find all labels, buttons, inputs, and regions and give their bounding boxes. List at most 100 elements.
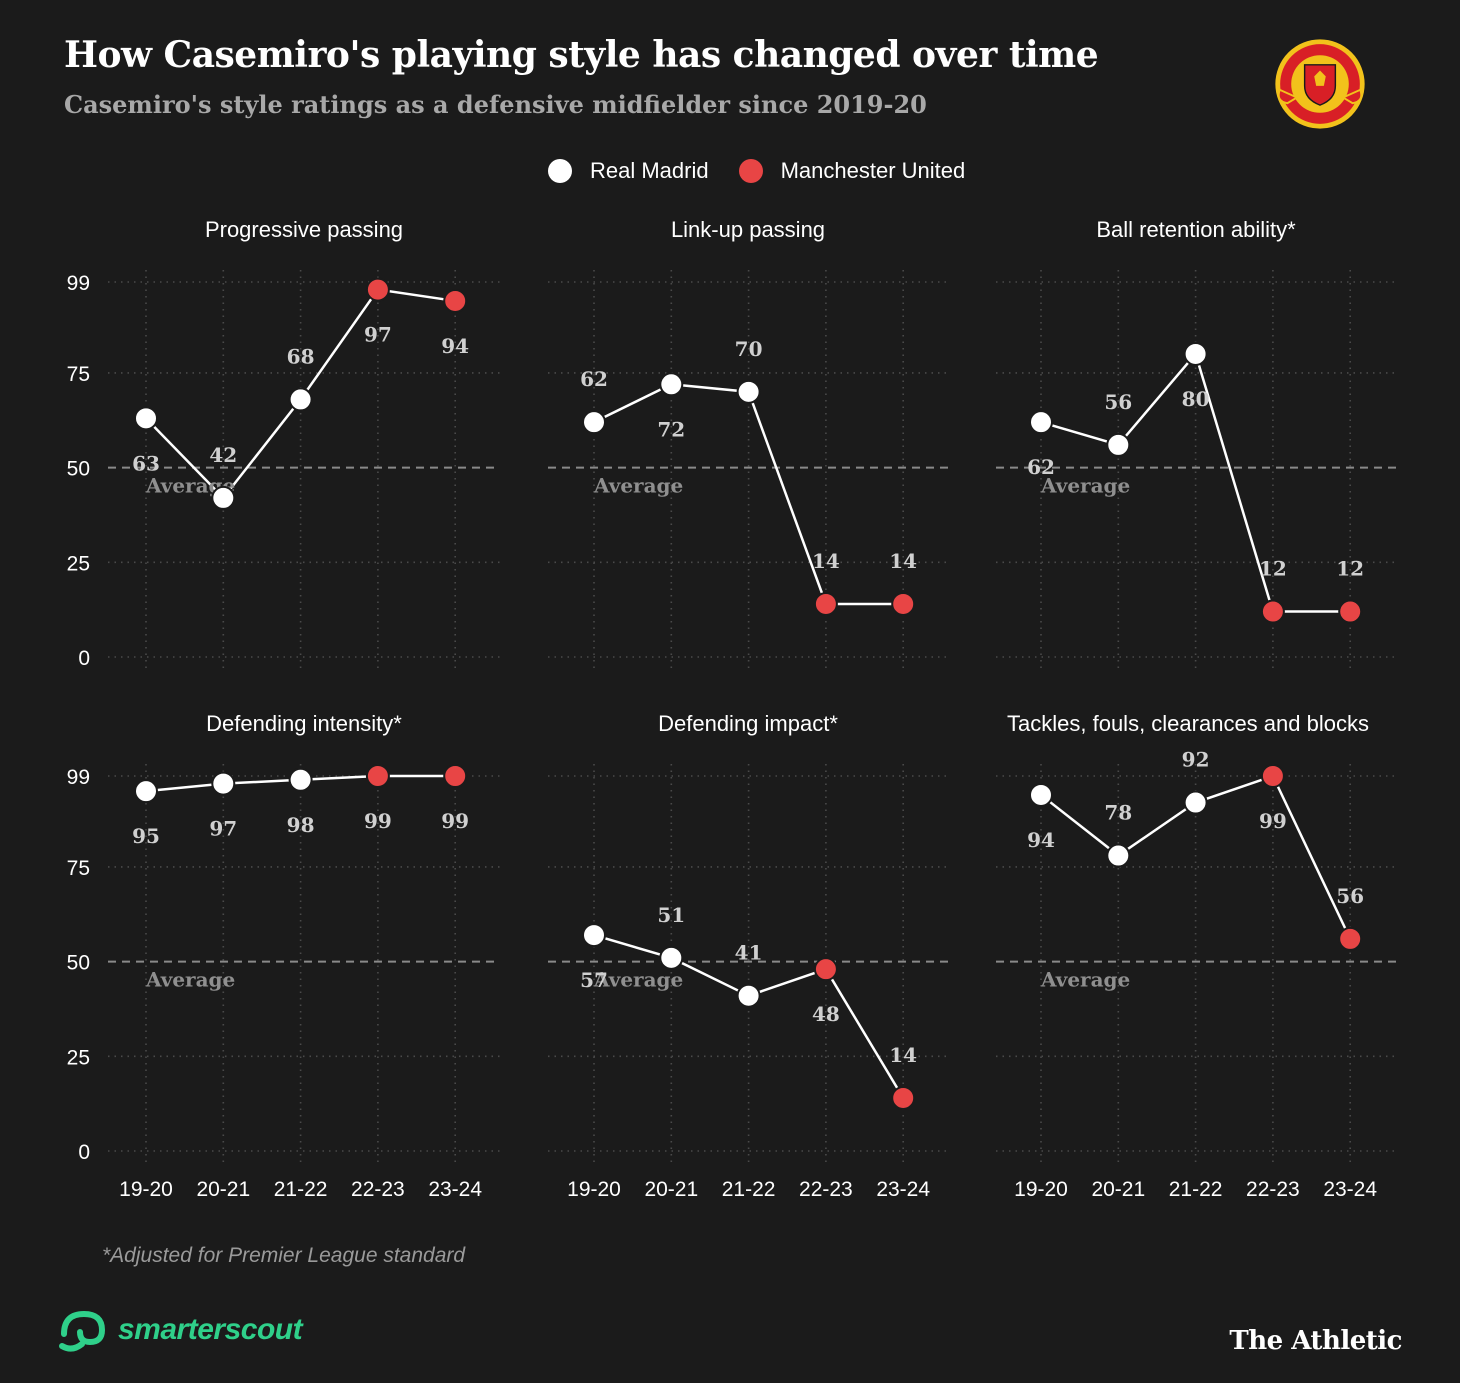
data-point xyxy=(365,277,390,302)
panel-title: Defending impact* xyxy=(658,711,838,736)
data-point xyxy=(1260,764,1285,788)
data-label: 42 xyxy=(209,443,237,467)
data-label: 14 xyxy=(889,549,917,573)
data-label: 56 xyxy=(1104,390,1132,414)
x-tick-label: 22-23 xyxy=(799,1178,853,1201)
data-point xyxy=(891,1085,916,1110)
y-tick-label: 0 xyxy=(78,647,90,670)
data-label: 63 xyxy=(132,451,160,475)
y-tick-label: 50 xyxy=(67,458,90,481)
y-tick-label: 99 xyxy=(67,766,90,789)
data-point xyxy=(211,771,236,796)
smarterscout-logo-icon xyxy=(59,1310,106,1352)
data-label: 12 xyxy=(1336,557,1364,581)
data-label: 57 xyxy=(580,968,608,992)
y-tick-label: 75 xyxy=(67,857,90,880)
data-label: 95 xyxy=(132,824,160,848)
average-label: Average xyxy=(1040,474,1130,498)
data-point xyxy=(582,410,606,435)
data-point xyxy=(134,779,158,804)
panel-title: Defending intensity* xyxy=(206,711,402,736)
x-tick-label: 20-21 xyxy=(644,1178,698,1201)
data-point xyxy=(288,387,313,412)
data-point xyxy=(659,945,684,970)
data-label: 62 xyxy=(1027,455,1055,479)
data-label: 70 xyxy=(735,337,763,361)
data-label: 99 xyxy=(1259,809,1287,833)
data-point xyxy=(736,983,761,1008)
panel-title: Link-up passing xyxy=(671,217,825,242)
data-point xyxy=(1260,599,1285,624)
y-tick-label: 25 xyxy=(67,552,90,575)
average-label: Average xyxy=(1040,968,1130,992)
data-label: 68 xyxy=(287,344,315,368)
page-title: How Casemiro's playing style has changed… xyxy=(64,34,1099,76)
legend-swatch-real-madrid xyxy=(548,159,572,183)
data-point xyxy=(582,923,606,948)
data-point xyxy=(1338,926,1363,951)
panel-title: Progressive passing xyxy=(205,217,403,242)
source-logo-text: smarterscout xyxy=(118,1313,303,1346)
average-label: Average xyxy=(145,968,235,992)
x-tick-label: 23-24 xyxy=(876,1178,930,1201)
data-label: 99 xyxy=(441,809,469,833)
y-tick-label: 75 xyxy=(67,363,90,386)
data-point xyxy=(443,764,468,788)
x-tick-label: 22-23 xyxy=(1246,1178,1300,1201)
page-subtitle: Casemiro's style ratings as a defensive … xyxy=(64,90,927,119)
data-label: 78 xyxy=(1104,801,1132,825)
legend-label-manchester-united: Manchester United xyxy=(780,158,966,183)
data-label: 97 xyxy=(364,323,392,347)
data-point xyxy=(736,379,761,404)
data-point xyxy=(813,957,838,982)
data-label: 80 xyxy=(1182,387,1210,411)
manchester-united-crest-icon xyxy=(1275,39,1365,129)
y-tick-label: 99 xyxy=(67,272,90,295)
data-label: 98 xyxy=(287,813,315,837)
panel-title: Ball retention ability* xyxy=(1096,217,1296,242)
y-tick-label: 25 xyxy=(67,1046,90,1069)
x-tick-label: 21-22 xyxy=(722,1178,776,1201)
chart-legend: Real Madrid Manchester United xyxy=(548,158,995,184)
data-label: 94 xyxy=(441,334,469,358)
legend-item-manchester-united: Manchester United xyxy=(738,158,966,184)
data-point xyxy=(1029,410,1053,435)
data-label: 41 xyxy=(735,941,763,965)
data-point xyxy=(813,591,838,616)
data-point xyxy=(1106,432,1131,457)
data-point xyxy=(443,288,468,313)
data-label: 94 xyxy=(1027,828,1055,852)
average-label: Average xyxy=(593,968,683,992)
data-point xyxy=(288,767,313,792)
x-tick-label: 21-22 xyxy=(1169,1178,1223,1201)
data-point xyxy=(365,764,390,788)
data-label: 56 xyxy=(1336,884,1364,908)
x-tick-label: 23-24 xyxy=(428,1178,482,1201)
data-point xyxy=(1338,599,1363,624)
legend-label-real-madrid: Real Madrid xyxy=(590,158,709,183)
x-tick-label: 19-20 xyxy=(567,1178,621,1201)
data-point xyxy=(1183,790,1208,815)
x-tick-label: 22-23 xyxy=(351,1178,405,1201)
data-label: 14 xyxy=(812,549,840,573)
data-label: 14 xyxy=(889,1043,917,1067)
data-label: 51 xyxy=(657,903,685,927)
data-point xyxy=(1029,782,1053,807)
x-tick-label: 19-20 xyxy=(119,1178,173,1201)
data-point xyxy=(134,406,158,431)
x-tick-label: 23-24 xyxy=(1323,1178,1377,1201)
x-tick-label: 19-20 xyxy=(1014,1178,1068,1201)
data-point xyxy=(1183,341,1208,366)
publisher-logo: The Athletic xyxy=(1229,1326,1402,1356)
panel-title: Tackles, fouls, clearances and blocks xyxy=(1007,711,1369,736)
x-tick-label: 21-22 xyxy=(274,1178,328,1201)
data-label: 62 xyxy=(580,367,608,391)
data-label: 48 xyxy=(812,1002,840,1026)
data-point xyxy=(659,372,684,397)
x-tick-label: 20-21 xyxy=(196,1178,250,1201)
x-tick-label: 20-21 xyxy=(1091,1178,1145,1201)
y-tick-label: 50 xyxy=(67,952,90,975)
legend-item-real-madrid: Real Madrid xyxy=(548,158,709,184)
data-label: 99 xyxy=(364,809,392,833)
